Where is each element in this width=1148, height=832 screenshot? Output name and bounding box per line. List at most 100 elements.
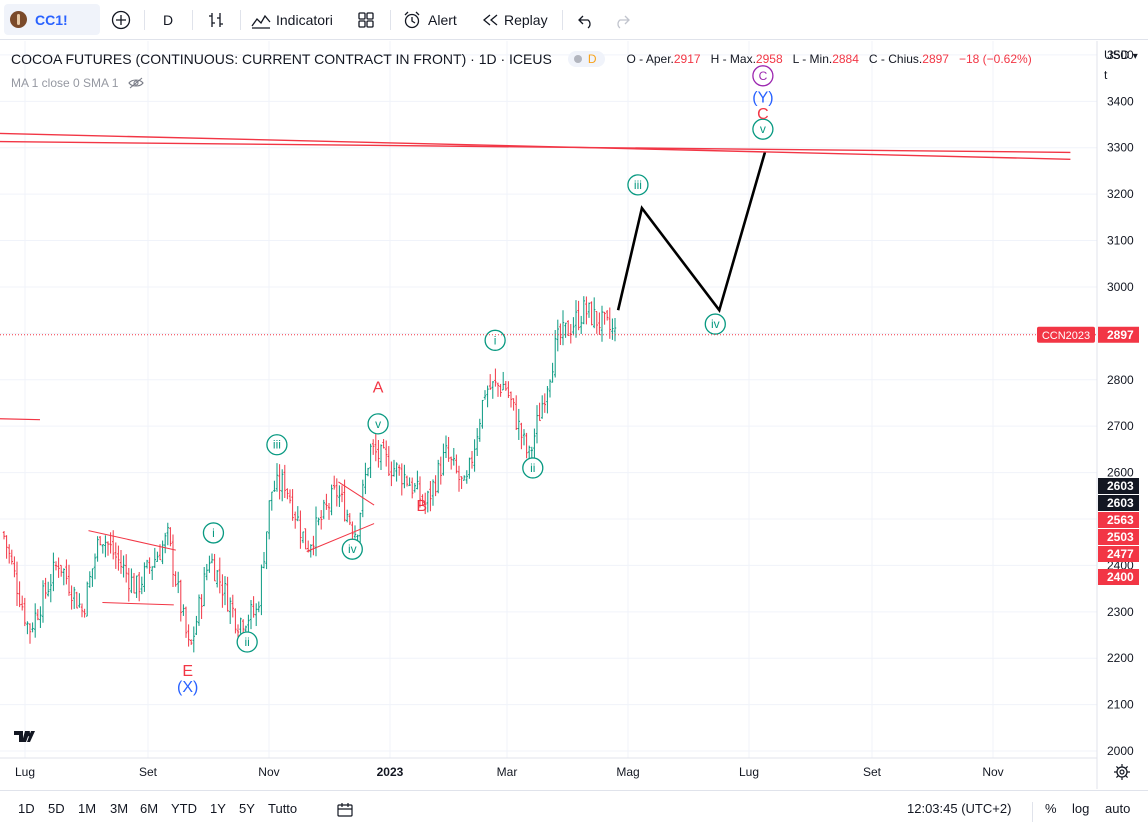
- chart-type-button[interactable]: [204, 4, 228, 35]
- wave-label-i[interactable]: i: [202, 522, 225, 544]
- ohlc-bar: [216, 569, 219, 588]
- ohlc-bar: [203, 566, 206, 607]
- wave-label-circle: [704, 313, 726, 335]
- price-chart[interactable]: 2000210022002300240025002600270028002900…: [0, 41, 1148, 789]
- axis-price-tag: 2897: [1098, 326, 1139, 343]
- wave-label-circle: [627, 174, 649, 196]
- wave-label-B[interactable]: B: [416, 498, 427, 515]
- axis-price-tag-bg: [1098, 495, 1139, 511]
- wave-label-iii[interactable]: iii: [266, 434, 288, 456]
- range-button-3m[interactable]: 3M: [110, 801, 129, 816]
- ohlc-bar: [442, 443, 445, 476]
- wave-label-A[interactable]: A: [373, 380, 384, 397]
- chart-drawings[interactable]: [0, 132, 1071, 606]
- date-range-icon[interactable]: [335, 801, 355, 819]
- ohlc-bar: [164, 532, 167, 554]
- wave-label-ii[interactable]: ii: [522, 457, 544, 479]
- ohlc-bar: [294, 511, 297, 529]
- undo-button[interactable]: [574, 4, 598, 35]
- symbol-price-tag: CCN2023: [1037, 326, 1095, 343]
- ohlc-bar: [242, 619, 245, 634]
- ohlc-bar: [36, 609, 39, 621]
- currency-unit-selector[interactable]: USD ▾ t: [1104, 46, 1138, 84]
- ohlc-bar: [8, 544, 11, 564]
- ma-legend[interactable]: MA 1 close 0 SMA 1: [11, 76, 144, 90]
- triangle-upper-line[interactable]: [88, 530, 176, 551]
- price-axis[interactable]: 2000210022002300240025002600270028002900…: [1107, 48, 1134, 758]
- replay-button[interactable]: Replay: [480, 4, 548, 35]
- price-tick-label: 2000: [1107, 744, 1134, 758]
- ohlc-bar: [265, 531, 268, 570]
- templates-button[interactable]: [354, 4, 378, 35]
- triangle-lower-line[interactable]: [102, 602, 174, 606]
- undo-icon: [578, 15, 591, 29]
- ohlc-bar: [343, 479, 346, 522]
- ohlc-bar: [195, 615, 198, 636]
- compare-symbol-button[interactable]: [108, 4, 134, 35]
- ohlc-bar: [86, 581, 89, 617]
- wave-label-ii[interactable]: ii: [236, 631, 258, 653]
- time-axis[interactable]: Lug Set Nov 2023 Mar Mag Lug Set Nov: [15, 765, 1004, 779]
- range-button-6m[interactable]: 6M: [140, 801, 159, 816]
- range-button-ytd[interactable]: YTD: [171, 801, 197, 816]
- percent-scale-toggle[interactable]: %: [1045, 801, 1057, 816]
- wave-label-X[interactable]: (X): [177, 679, 198, 696]
- ohlc-bar: [127, 567, 130, 602]
- wedge-upper-line[interactable]: [338, 481, 375, 506]
- ohlc-bar: [218, 557, 221, 594]
- ohlc-bar: [421, 494, 424, 505]
- horizontal-ray[interactable]: [0, 418, 41, 421]
- ohlc-bar: [444, 435, 448, 458]
- ohlc-bar: [231, 594, 234, 618]
- axis-price-tag-bg: [1098, 569, 1139, 585]
- wave-label-v[interactable]: v: [752, 118, 774, 140]
- indicators-button[interactable]: Indicatori: [250, 4, 333, 35]
- range-button-1y[interactable]: 1Y: [210, 801, 226, 816]
- settings-gear-icon[interactable]: [1114, 764, 1130, 780]
- alert-button[interactable]: Alert: [401, 4, 457, 35]
- range-button-1d[interactable]: 1D: [18, 801, 35, 816]
- log-scale-toggle[interactable]: log: [1072, 801, 1090, 816]
- interval-button[interactable]: D: [156, 4, 180, 35]
- ohlc-bar: [416, 470, 419, 490]
- ohlc-bar: [322, 499, 325, 520]
- axis-price-tag-value: 2603: [1107, 496, 1134, 510]
- wave-label-Y[interactable]: (Y): [752, 90, 773, 107]
- symbol-title[interactable]: COCOA FUTURES (CONTINUOUS: CURRENT CONTR…: [11, 51, 552, 67]
- clock-timezone[interactable]: 12:03:45 (UTC+2): [907, 801, 1012, 816]
- ohlc-bar: [333, 475, 336, 490]
- wave-label-i[interactable]: i: [484, 329, 506, 351]
- ohlc-bar: [67, 564, 71, 596]
- ohlc-bar: [608, 307, 611, 339]
- range-button-5y[interactable]: 5Y: [239, 801, 255, 816]
- ohlc-bar: [561, 310, 565, 346]
- ohlc-bar: [104, 535, 107, 558]
- wave-label-C[interactable]: C: [757, 106, 769, 123]
- wave-label-iii[interactable]: iii: [627, 174, 649, 196]
- range-button-tutto[interactable]: Tutto: [268, 801, 298, 816]
- ohlc-bar: [200, 594, 203, 619]
- wave-label-iv[interactable]: iv: [704, 313, 726, 335]
- eye-hidden-icon[interactable]: [128, 77, 144, 89]
- ohlc-bar: [151, 566, 154, 580]
- axis-price-tag-value: 2897: [1107, 328, 1134, 342]
- redo-button[interactable]: [610, 4, 634, 35]
- wave-label-circle: [484, 329, 506, 351]
- wedge-lower-line[interactable]: [306, 523, 375, 552]
- wave-projection-line[interactable]: [616, 152, 767, 314]
- range-button-5d[interactable]: 5D: [48, 801, 65, 816]
- symbol-search-button[interactable]: CC1!: [4, 4, 100, 35]
- auto-scale-toggle[interactable]: auto: [1105, 801, 1131, 816]
- axis-price-tag-bg: [1098, 546, 1139, 562]
- time-tick-label: Lug: [739, 765, 759, 779]
- wave-label-iv[interactable]: iv: [341, 538, 363, 560]
- price-tags: CCN2023 2897 2603 2603 2563 2503 2477 2400: [0, 326, 1139, 585]
- range-button-1m[interactable]: 1M: [78, 801, 97, 816]
- wave-label-C[interactable]: C: [752, 65, 774, 87]
- tradingview-logo[interactable]: [14, 731, 35, 742]
- resistance-trendline[interactable]: [0, 132, 1071, 160]
- resistance-trendline[interactable]: [0, 140, 1071, 154]
- wave-label-E[interactable]: E: [182, 663, 193, 680]
- wave-label-v[interactable]: v: [367, 413, 389, 435]
